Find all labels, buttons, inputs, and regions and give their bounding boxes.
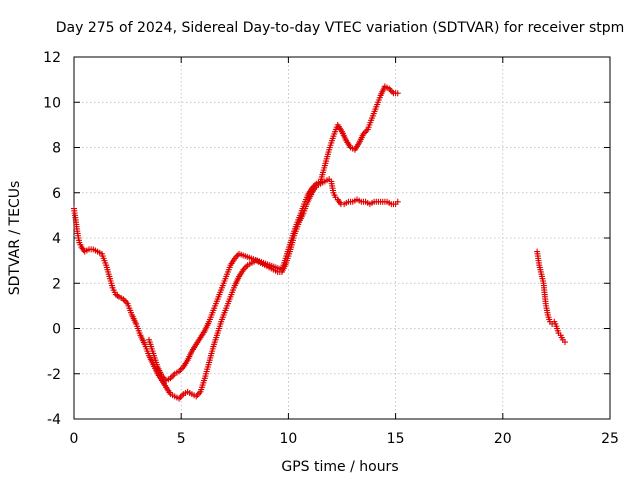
data-points xyxy=(71,83,568,402)
data-point xyxy=(177,394,184,401)
data-point xyxy=(389,88,396,95)
x-axis-label: GPS time / hours xyxy=(281,459,398,475)
x-tick-label: 15 xyxy=(387,431,405,447)
y-tick-label: -4 xyxy=(47,412,61,428)
x-tick-labels: 0 5 10 15 20 25 xyxy=(70,431,619,447)
data-point xyxy=(234,252,241,259)
data-point xyxy=(194,391,201,398)
y-tick-label: 10 xyxy=(43,95,61,111)
x-tick-label: 5 xyxy=(177,431,186,447)
y-tick-label: 0 xyxy=(52,322,61,338)
y-tick-labels: -4 -2 0 2 4 6 8 10 12 xyxy=(43,50,61,428)
y-tick-label: -2 xyxy=(47,367,61,383)
x-tick-label: 20 xyxy=(494,431,512,447)
y-axis-label: SDTVAR / TECUs xyxy=(7,181,23,296)
y-tick-label: 2 xyxy=(52,276,61,292)
y-tick-label: 6 xyxy=(52,186,61,202)
y-tick-label: 12 xyxy=(43,50,61,66)
grid xyxy=(74,57,610,419)
data-point xyxy=(394,90,401,97)
chart-title: Day 275 of 2024, Sidereal Day-to-day VTE… xyxy=(56,20,625,36)
x-tick-label: 10 xyxy=(279,431,297,447)
x-tick-label: 25 xyxy=(601,431,619,447)
x-tick-label: 0 xyxy=(70,431,79,447)
data-point xyxy=(561,339,568,346)
data-point xyxy=(394,198,401,205)
axis-ticks xyxy=(73,56,611,420)
y-tick-label: 8 xyxy=(52,141,61,157)
y-tick-label: 4 xyxy=(52,231,61,247)
